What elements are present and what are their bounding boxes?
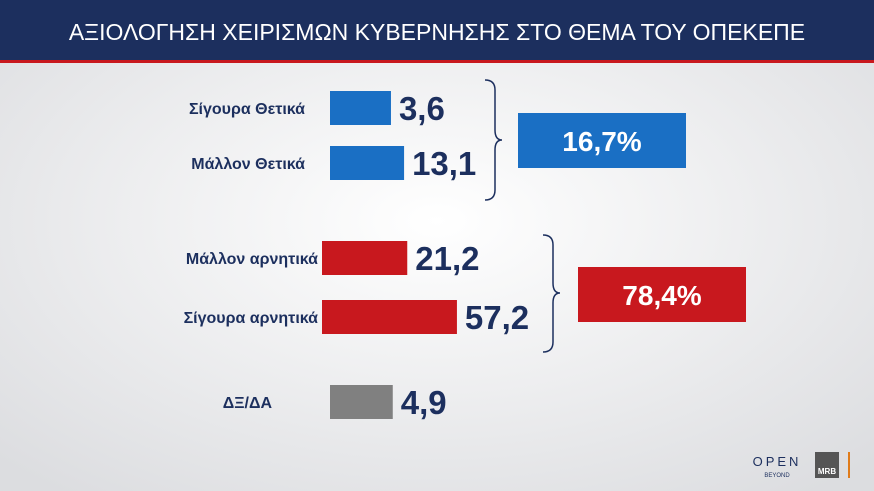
value-label: 4,9	[401, 384, 447, 421]
bar	[330, 91, 391, 125]
group-total-label: 16,7%	[562, 126, 641, 157]
logo-text: OPEN	[753, 454, 802, 469]
header-stripe	[0, 60, 874, 63]
value-label: 13,1	[412, 145, 476, 182]
category-label: Μάλλον Θετικά	[191, 156, 305, 173]
category-label: Μάλλον αρνητικά	[186, 251, 318, 268]
logo-box	[815, 452, 839, 478]
category-label: Σίγουρα Θετικά	[189, 101, 305, 118]
brace	[484, 79, 503, 201]
bar	[330, 385, 393, 419]
value-label: 3,6	[399, 90, 445, 127]
value-label: 57,2	[465, 299, 529, 336]
category-label: Σίγουρα αρνητικά	[184, 310, 319, 327]
chart-title: ΑΞΙΟΛΟΓΗΣΗ ΧΕΙΡΙΣΜΩΝ ΚΥΒΕΡΝΗΣΗΣ ΣΤΟ ΘΕΜΑ…	[69, 19, 805, 45]
bar	[322, 300, 457, 334]
logo-divider	[848, 452, 850, 478]
logo-text: BEYOND	[764, 473, 790, 479]
group-total-label: 78,4%	[622, 280, 701, 311]
logo-text: MRB	[818, 467, 836, 476]
bar	[322, 241, 408, 275]
group-total-box	[518, 113, 686, 168]
category-label: ΔΞ/ΔΑ	[223, 395, 273, 412]
group-total-box	[578, 267, 746, 322]
value-label: 21,2	[415, 240, 479, 277]
header-bar	[0, 0, 874, 60]
bar	[330, 146, 405, 180]
brace	[542, 234, 561, 353]
